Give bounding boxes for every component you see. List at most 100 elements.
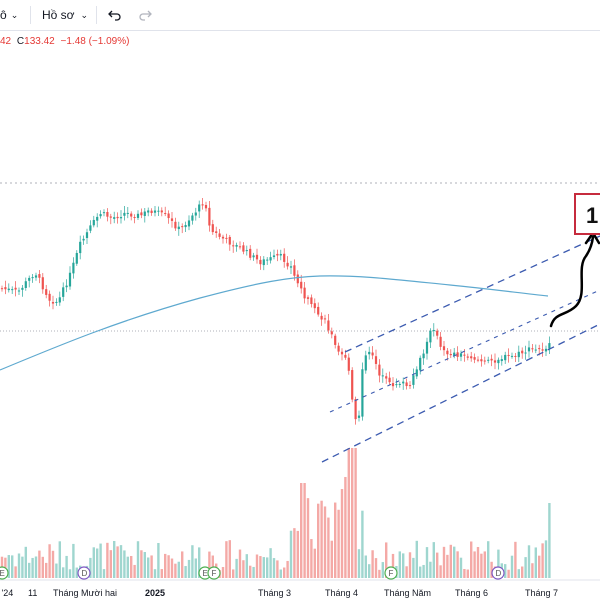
volume-bar (466, 569, 469, 578)
candle-body (303, 287, 306, 299)
candle-body (378, 364, 381, 376)
profile-menu[interactable]: Hồ sơ ⌄ (42, 6, 88, 24)
candle-body (456, 352, 459, 357)
candle-body (371, 352, 374, 356)
volume-bar (266, 557, 269, 578)
candle-body (361, 369, 364, 417)
channel-upper-line (344, 235, 600, 353)
volume-bar (306, 498, 310, 578)
volume-bar (65, 555, 68, 578)
volume-bar (446, 554, 449, 578)
event-marker-icon[interactable] (384, 566, 398, 580)
volume-bar (344, 476, 347, 578)
event-marker-label: D (82, 569, 88, 578)
volume-bar (357, 549, 361, 578)
volume-bar (143, 552, 146, 578)
volume-bar (140, 550, 143, 578)
candle-body (92, 219, 95, 226)
candle-body (221, 236, 225, 239)
candle-body (262, 259, 265, 266)
change-value: −1.48 (−1.09%) (60, 36, 130, 47)
volume-bar (381, 562, 384, 578)
candle-body (143, 211, 146, 216)
volume-bar (62, 567, 65, 578)
candle-body (344, 354, 347, 358)
volume-bar (283, 567, 286, 578)
undo-button[interactable] (108, 6, 122, 24)
time-axis-label: Tháng 3 (258, 588, 291, 598)
redo-icon (139, 10, 152, 21)
volume-bar (238, 549, 242, 578)
volume-bar (72, 543, 75, 578)
candle-body (164, 213, 167, 215)
volume-bar (249, 565, 252, 578)
candle-body (330, 331, 333, 335)
candle-body (126, 212, 129, 214)
close-prefix: C (16, 36, 25, 47)
symbol-menu[interactable]: ô ⌄ (0, 6, 18, 24)
candle-body (337, 345, 340, 352)
candle-body (75, 252, 78, 264)
volume-bar (483, 551, 486, 578)
volume-bar (34, 556, 38, 578)
symbol-fragment: ô (0, 8, 7, 22)
candle-body (422, 353, 425, 359)
event-marker-icon[interactable] (207, 566, 221, 580)
candle-body (289, 266, 293, 268)
prev-value-fragment: 42 (0, 36, 12, 47)
volume-bar (102, 569, 106, 578)
candle-body (85, 232, 89, 239)
volume-bar (422, 564, 425, 578)
candle-body (453, 352, 456, 356)
event-marker-icon[interactable] (0, 566, 9, 580)
volume-bar (235, 558, 238, 578)
volume-bar (259, 556, 262, 578)
candle-body (136, 213, 140, 218)
candle-body (398, 383, 401, 385)
volume-bar (96, 548, 99, 578)
candle-body (534, 349, 537, 351)
volume-bar (45, 562, 48, 578)
candle-body (177, 226, 180, 230)
redo-button[interactable] (138, 6, 152, 24)
volume-bar (160, 569, 163, 578)
volume-bar (425, 547, 429, 578)
candle-body (21, 287, 24, 290)
volume-bar (354, 448, 357, 578)
candle-body (517, 351, 520, 358)
close-value: 133.42 (24, 36, 55, 47)
candle-body (531, 348, 534, 350)
candle-body (99, 214, 102, 217)
candle-body (102, 212, 106, 214)
candle-body (524, 352, 527, 354)
volume-bar (504, 564, 507, 578)
volume-bar (374, 558, 378, 578)
candle-body (347, 357, 350, 371)
candle-body (174, 221, 177, 229)
volume-bar (368, 564, 371, 578)
volume-bar (245, 554, 248, 578)
candle-body (429, 330, 432, 343)
time-axis-label: Tháng 4 (325, 588, 358, 598)
candle-body (55, 301, 58, 303)
candle-body (351, 370, 354, 400)
volume-bar (55, 563, 58, 578)
candle-body (463, 354, 466, 356)
volume-bar (398, 551, 401, 578)
candle-body (116, 216, 119, 219)
volume-bar (408, 552, 412, 578)
event-marker-icon[interactable] (491, 566, 505, 580)
volume-bar (31, 557, 34, 578)
profile-label: Hồ sơ (42, 8, 75, 22)
candle-body (204, 204, 208, 209)
toolbar-divider (30, 6, 31, 24)
candle-body (181, 226, 184, 228)
candle-body (228, 236, 231, 245)
volume-bar (99, 543, 102, 578)
candle-body (412, 375, 415, 385)
volume-bar (262, 557, 265, 578)
event-marker-icon[interactable] (77, 566, 91, 580)
volume-bar (286, 560, 289, 578)
volume-bar (232, 569, 235, 578)
